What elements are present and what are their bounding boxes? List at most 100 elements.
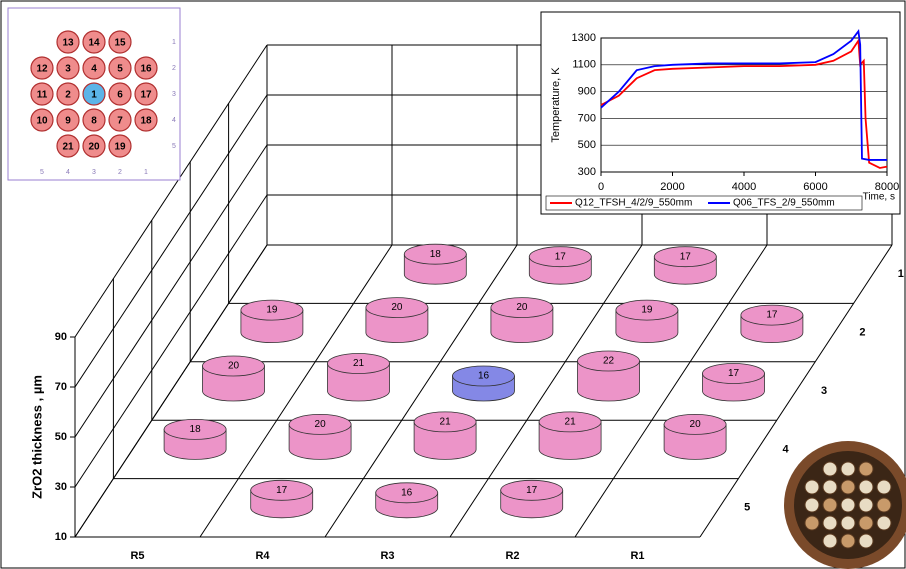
data-label: 20 xyxy=(391,302,403,313)
cylinder xyxy=(327,363,390,402)
data-label: 20 xyxy=(228,361,240,372)
cylinder-top xyxy=(163,418,227,440)
cylinder-top xyxy=(403,243,467,265)
cylinder-top xyxy=(288,413,352,435)
photo-dot xyxy=(804,515,820,531)
rod xyxy=(82,108,106,132)
cylinder-top xyxy=(528,246,592,268)
floor-grid xyxy=(199,244,393,538)
rod xyxy=(56,30,80,54)
x-tick-label: R2 xyxy=(505,550,519,562)
photo-dot xyxy=(822,479,838,495)
rod-row-label: 3 xyxy=(172,91,176,98)
line-series xyxy=(600,38,888,169)
y-tick-label: 300 xyxy=(578,166,596,178)
temperature-inset: 300 500 700 900 1100 1300 0 2000 4000 6000 8000Tim… xyxy=(540,11,901,215)
rod-label: 17 xyxy=(140,90,152,101)
cylinder-top xyxy=(375,482,439,504)
rod xyxy=(108,82,132,106)
rod-label: 19 xyxy=(114,142,126,153)
rod-row-label: 4 xyxy=(172,117,176,124)
photo-dot xyxy=(840,497,856,513)
data-label: 20 xyxy=(516,302,528,313)
data-label: 16 xyxy=(401,487,413,498)
photo-dot xyxy=(840,533,856,549)
floor-grid xyxy=(574,244,768,538)
data-label: 21 xyxy=(565,417,577,428)
rod-column-label: 5 xyxy=(40,169,44,176)
grid-line xyxy=(74,144,268,438)
row-label: 5 xyxy=(744,502,750,514)
rod-label: 20 xyxy=(88,142,100,153)
sample-photo xyxy=(784,441,906,569)
photo-dot xyxy=(822,533,838,549)
data-label: 22 xyxy=(603,356,615,367)
rod-label: 16 xyxy=(140,64,152,75)
cylinder-top xyxy=(740,304,804,326)
rod-label: 10 xyxy=(36,116,48,127)
data-label: 17 xyxy=(680,251,692,262)
y-tick-label: 900 xyxy=(578,86,596,98)
photo-dot xyxy=(804,497,820,513)
y-tick-label: 90 xyxy=(55,331,67,343)
rod xyxy=(30,108,54,132)
cylinder-top xyxy=(702,363,765,384)
data-label: 18 xyxy=(190,424,202,435)
cylinder-top xyxy=(653,246,717,268)
y-tick-label: 70 xyxy=(55,381,67,393)
cylinder-top xyxy=(240,299,304,321)
cylinder-top xyxy=(663,413,727,435)
data-label: 18 xyxy=(430,249,442,260)
data-label: 16 xyxy=(478,371,490,382)
rod-label: 7 xyxy=(117,116,123,127)
y-axis-title: ZrO2 thickness , µm xyxy=(29,375,44,499)
grid-line xyxy=(74,94,268,388)
y-tick-label: 50 xyxy=(55,431,67,443)
cylinder-top xyxy=(452,365,515,387)
row-label: 2 xyxy=(859,327,865,339)
cylinder-top xyxy=(365,297,429,319)
rod-label: 14 xyxy=(88,38,100,49)
floor-grid xyxy=(324,244,518,538)
grid-line xyxy=(74,244,268,538)
photo-dot xyxy=(822,515,838,531)
photo-dot xyxy=(858,479,874,495)
cylinder-top xyxy=(250,479,314,501)
cylinder-top xyxy=(500,479,564,501)
y-tick-label: 1100 xyxy=(572,59,596,71)
cylinder xyxy=(538,421,602,460)
data-label: 19 xyxy=(641,305,653,316)
rod xyxy=(134,108,158,132)
cylinder-top xyxy=(202,355,265,377)
rod xyxy=(108,134,132,158)
rod-column-label: 2 xyxy=(118,169,122,176)
cylinder-top xyxy=(538,411,602,433)
rod-label: 12 xyxy=(36,64,48,75)
rod-label: 8 xyxy=(91,116,97,127)
photo-dot xyxy=(840,479,856,495)
photo-dot xyxy=(822,461,838,477)
rod-column-label: 4 xyxy=(66,169,70,176)
rod xyxy=(56,108,80,132)
rod xyxy=(134,82,158,106)
rod-column-label: 1 xyxy=(144,169,148,176)
data-label: 17 xyxy=(526,485,538,496)
photo-dot xyxy=(876,497,892,513)
rod xyxy=(82,82,106,106)
rod xyxy=(108,30,132,54)
rod xyxy=(82,134,106,158)
rod-row-label: 5 xyxy=(172,143,176,150)
data-label: 17 xyxy=(728,368,740,379)
legend-label: Q06_TFS_2/9_550mm xyxy=(733,198,835,209)
rod-label: 2 xyxy=(65,90,71,101)
data-label: 20 xyxy=(690,419,702,430)
x-tick-label: 4000 xyxy=(732,181,756,193)
x-tick-label: R1 xyxy=(630,550,644,562)
data-label: 21 xyxy=(440,417,452,428)
rod-label: 3 xyxy=(65,64,71,75)
cylinder-top xyxy=(327,353,390,374)
cylinder-top xyxy=(413,411,477,433)
